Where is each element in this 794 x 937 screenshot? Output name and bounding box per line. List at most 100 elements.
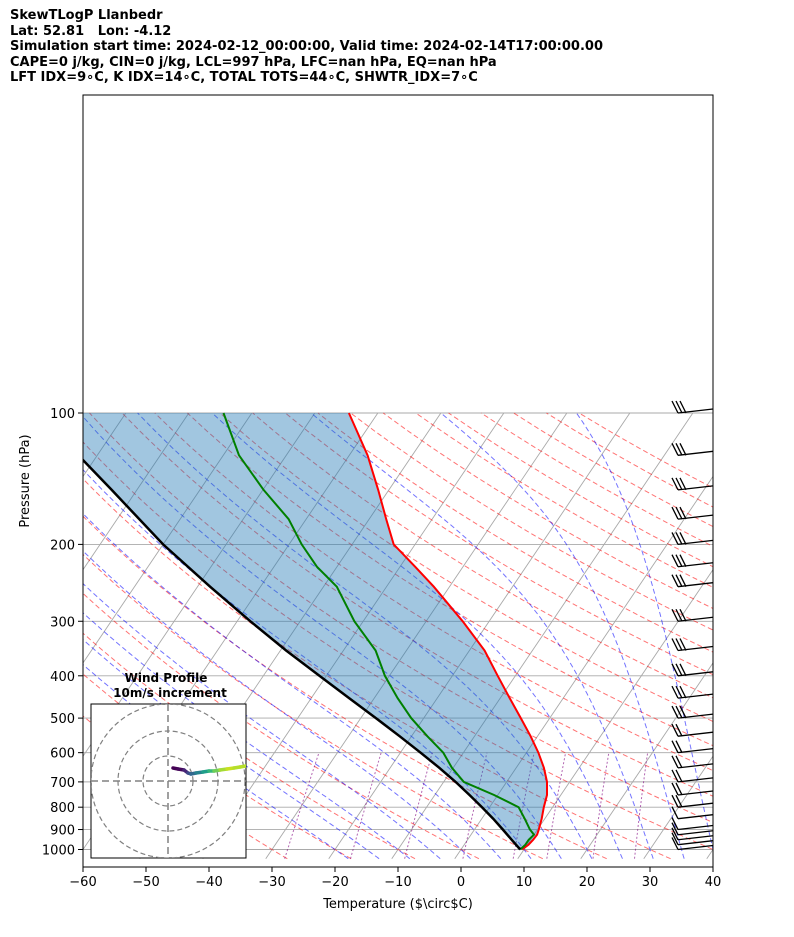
barb-shaft	[677, 844, 714, 851]
barb-flag	[675, 663, 683, 677]
dry-adiabat	[284, 412, 713, 676]
barb-flag	[671, 832, 679, 845]
mixing-ratio-line	[462, 752, 488, 859]
isotherm-line	[83, 412, 190, 571]
chart-title: SkewTLogP Llanbedr	[10, 8, 163, 23]
moist-adiabat	[211, 412, 623, 859]
y-tick-label: 1000	[42, 844, 75, 859]
moist-adiabat	[310, 412, 654, 859]
wind-barb	[671, 532, 714, 546]
barb-flag	[679, 554, 687, 568]
y-tick-label: 900	[50, 824, 75, 839]
isotherm-line	[265, 412, 568, 860]
dry-adiabat	[89, 412, 713, 824]
x-tick-label: −20	[321, 875, 348, 890]
moist-adiabat	[137, 412, 593, 859]
wind-profile-inset: Wind Profile 10m/s increment	[90, 671, 247, 859]
isotherm-line	[202, 412, 505, 860]
barb-flag	[671, 532, 679, 545]
barb-flag	[675, 740, 683, 753]
barb-flag	[671, 477, 679, 491]
location-line: Lat: 52.81 Lon: -4.12	[10, 23, 172, 39]
barb-shaft	[677, 814, 714, 820]
y-tick-label: 300	[50, 615, 75, 630]
y-tick-label: 200	[50, 538, 75, 553]
barb-flag	[675, 443, 683, 456]
barb-flag	[671, 663, 679, 677]
wind-barbs	[671, 400, 714, 851]
barb-flag	[675, 574, 683, 587]
barb-flag	[671, 638, 679, 651]
moist-adiabat	[440, 412, 685, 859]
barb-shaft	[677, 616, 714, 622]
wind-barb	[671, 837, 714, 851]
barb-flag	[671, 822, 679, 836]
barb-shaft	[677, 562, 714, 568]
barb-flag	[679, 443, 687, 456]
wind-barb	[671, 574, 714, 588]
barb-flag	[679, 532, 687, 545]
barb-flag	[671, 574, 679, 587]
barb-shaft	[677, 830, 714, 836]
barb-flag	[671, 794, 679, 808]
barb-shaft	[677, 713, 714, 719]
isotherm-line	[706, 848, 713, 860]
dry-adiabat	[83, 515, 607, 860]
barb-shaft	[677, 802, 714, 808]
barb-flag	[675, 400, 683, 414]
wind-barb	[671, 827, 714, 841]
inset-subtitle: 10m/s increment	[113, 686, 227, 700]
x-tick-label: 40	[705, 875, 722, 890]
barb-flag	[671, 837, 679, 850]
dry-adiabat	[546, 412, 713, 508]
barb-shaft	[677, 693, 714, 699]
barb-flag	[679, 477, 687, 491]
barb-flag	[675, 532, 683, 545]
barb-flag	[671, 705, 679, 719]
barb-flag	[671, 506, 679, 520]
barb-flag	[675, 755, 683, 769]
barb-flag	[679, 400, 687, 414]
x-tick-label: −30	[258, 875, 285, 890]
isotherm-line	[643, 755, 713, 860]
isotherm-line	[391, 412, 694, 860]
temperature-line	[347, 412, 548, 851]
wind-barb	[671, 705, 714, 719]
y-tick-label: 400	[50, 670, 75, 685]
barb-shaft	[677, 763, 714, 769]
index-line: LFT IDX=9∘C, K IDX=14∘C, TOTAL TOTS=44∘C…	[10, 70, 478, 86]
x-tick-label: −10	[384, 875, 411, 890]
y-axis-label: Pressure (hPa)	[18, 434, 33, 527]
barb-shaft	[677, 450, 714, 456]
wind-barb	[671, 740, 714, 754]
wind-barb	[671, 794, 714, 808]
mixing-ratio-line	[350, 752, 382, 859]
cape-line: CAPE=0 j/kg, CIN=0 j/kg, LCL=997 hPa, LF…	[10, 54, 497, 70]
x-tick-label: −40	[195, 875, 222, 890]
wind-barb	[671, 554, 714, 568]
x-tick-label: 0	[457, 875, 465, 890]
inset-title: Wind Profile	[125, 671, 208, 685]
moist-adiabat	[576, 412, 713, 852]
barb-flag	[671, 755, 679, 769]
barb-shaft	[677, 790, 714, 796]
wind-barb	[671, 755, 714, 769]
moist-adiabat	[83, 512, 502, 860]
wind-barb	[671, 608, 714, 622]
dry-adiabat	[513, 412, 713, 528]
barb-shaft	[677, 748, 714, 754]
barb-flag	[671, 723, 679, 737]
barb-flag	[675, 638, 683, 651]
moist-adiabat	[83, 415, 562, 859]
axis-ticks: −60 −50 −40 −30 −20 −10 0 10 20 30 40 100 200 300 400 5…	[42, 407, 721, 890]
y-tick-label: 800	[50, 801, 75, 816]
dry-adiabat	[154, 412, 713, 772]
barb-shaft	[677, 582, 714, 588]
moist-adiabat	[83, 612, 411, 860]
barb-flag	[679, 685, 687, 699]
wind-barb	[671, 817, 714, 831]
barb-flag	[675, 794, 683, 808]
barb-flag	[679, 608, 687, 622]
barb-flag	[679, 574, 687, 587]
wind-barb	[671, 506, 714, 520]
